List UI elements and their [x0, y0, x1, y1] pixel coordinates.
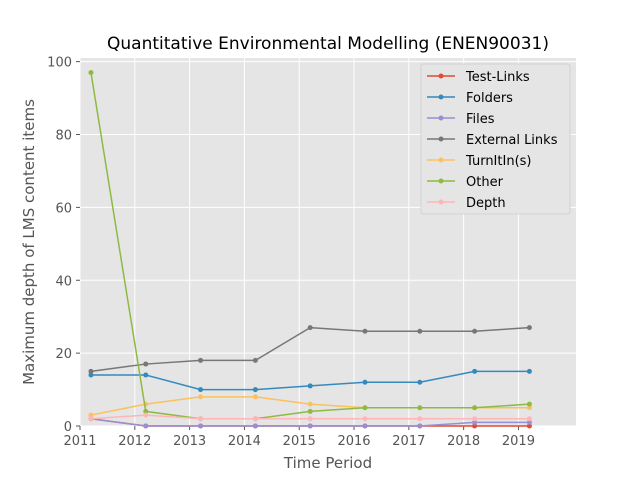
- data-point-other: [417, 405, 423, 411]
- data-point-files: [307, 423, 313, 429]
- legend-marker-external-links: [438, 136, 444, 142]
- x-axis-ticks: 2011 2012 2013 2014 2015 2016 2017 2018 2019: [63, 426, 535, 449]
- data-point-depth: [252, 416, 258, 422]
- legend: Test-Links Folders Files External Links Turn…: [420, 63, 571, 215]
- data-point-external-links: [252, 357, 258, 363]
- y-tick-label: 100: [47, 56, 72, 71]
- y-tick-label: 0: [64, 420, 72, 435]
- x-tick-label: 2012: [118, 434, 151, 449]
- x-tick-label: 2018: [447, 434, 480, 449]
- data-point-turnitin-s: [307, 401, 313, 407]
- x-tick-label: 2019: [502, 434, 535, 449]
- data-point-folders: [143, 372, 149, 378]
- x-axis-label: Time Period: [283, 454, 372, 472]
- data-point-turnitin-s: [526, 405, 532, 411]
- legend-marker-folders: [438, 94, 444, 100]
- x-tick-label: 2015: [283, 434, 316, 449]
- data-point-depth: [307, 416, 313, 422]
- y-axis-label: Maximum depth of LMS content items: [20, 99, 38, 385]
- data-point-depth: [143, 412, 149, 418]
- data-point-files: [362, 423, 368, 429]
- data-point-folders: [526, 368, 532, 374]
- data-point-folders: [252, 387, 258, 393]
- data-point-other: [472, 405, 478, 411]
- y-axis-ticks: 0 20 40 60 80 100: [47, 56, 80, 435]
- legend-marker-other: [438, 178, 444, 184]
- data-point-depth: [417, 416, 423, 422]
- data-point-files: [417, 423, 423, 429]
- data-point-external-links: [198, 357, 204, 363]
- data-point-files: [526, 419, 532, 425]
- y-tick-label: 40: [55, 274, 72, 289]
- data-point-depth: [526, 416, 532, 422]
- data-point-depth: [198, 416, 204, 422]
- data-point-depth: [362, 416, 368, 422]
- legend-label-folders: Folders: [466, 91, 513, 106]
- data-point-files: [143, 423, 149, 429]
- data-point-external-links: [526, 325, 532, 331]
- data-point-other: [88, 70, 94, 76]
- data-point-external-links: [88, 368, 94, 374]
- legend-marker-turnitin-s: [438, 157, 444, 163]
- legend-box: [420, 63, 571, 215]
- data-point-files: [198, 423, 204, 429]
- data-point-turnitin-s: [252, 394, 258, 400]
- x-tick-label: 2011: [63, 434, 96, 449]
- chart-title: Quantitative Environmental Modelling (EN…: [107, 34, 549, 54]
- data-point-folders: [472, 368, 478, 374]
- data-point-external-links: [362, 328, 368, 334]
- data-point-test-links: [472, 423, 478, 429]
- data-point-files: [252, 423, 258, 429]
- x-tick-label: 2013: [173, 434, 206, 449]
- legend-label-files: Files: [466, 112, 495, 127]
- data-point-folders: [88, 372, 94, 378]
- legend-label-turnitin-s: TurnItIn(s): [465, 154, 531, 169]
- legend-label-depth: Depth: [466, 196, 506, 211]
- data-point-folders: [417, 379, 423, 385]
- data-point-other: [526, 401, 532, 407]
- data-point-external-links: [143, 361, 149, 367]
- data-point-external-links: [472, 328, 478, 334]
- data-point-folders: [198, 387, 204, 393]
- legend-label-other: Other: [466, 175, 504, 190]
- y-tick-label: 20: [55, 347, 72, 362]
- data-point-depth: [472, 416, 478, 422]
- data-point-other: [362, 405, 368, 411]
- legend-marker-test-links: [438, 73, 444, 79]
- data-point-folders: [307, 383, 313, 389]
- x-tick-label: 2014: [228, 434, 261, 449]
- x-tick-label: 2016: [337, 434, 370, 449]
- y-tick-label: 80: [55, 129, 72, 144]
- x-tick-label: 2017: [392, 434, 425, 449]
- legend-label-test-links: Test-Links: [465, 70, 530, 85]
- data-point-turnitin-s: [88, 412, 94, 418]
- data-point-folders: [362, 379, 368, 385]
- data-point-files: [472, 419, 478, 425]
- data-point-external-links: [417, 328, 423, 334]
- data-point-turnitin-s: [198, 394, 204, 400]
- series-layer: [88, 70, 532, 429]
- legend-label-external-links: External Links: [466, 133, 558, 148]
- data-point-other: [143, 408, 149, 414]
- legend-marker-depth: [438, 199, 444, 205]
- data-point-test-links: [526, 423, 532, 429]
- data-point-depth: [88, 416, 94, 422]
- data-point-external-links: [307, 325, 313, 331]
- legend-marker-files: [438, 115, 444, 121]
- y-tick-label: 60: [55, 201, 72, 216]
- data-point-other: [307, 408, 313, 414]
